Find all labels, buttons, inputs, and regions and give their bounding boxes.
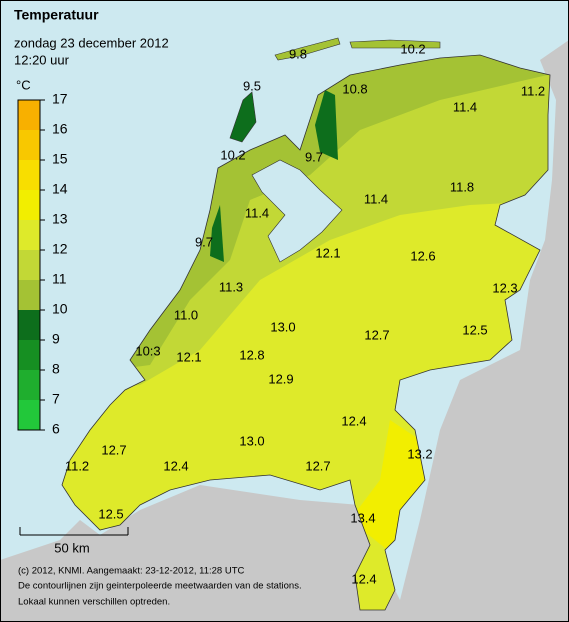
legend-swatch: [18, 250, 40, 280]
legend-tick-label: 15: [52, 151, 68, 167]
country-outline: [61, 54, 551, 611]
station-label: 12.4: [341, 413, 366, 428]
legend-tick-label: 13: [52, 211, 68, 227]
station-label: 9.7: [195, 234, 213, 249]
station-label: 12.4: [351, 571, 376, 586]
station-label: 10:3: [135, 343, 160, 358]
legend: 6 7 8 9 10 11 12 13 14 15 16 17: [17, 91, 68, 437]
legend-tick-label: 17: [52, 91, 68, 107]
footer-line: De contourlijnen zijn geinterpoleerde me…: [18, 581, 302, 592]
station-label: 12.4: [163, 458, 188, 473]
legend-border: [17, 99, 41, 431]
legend-tick-label: 10: [52, 301, 68, 317]
station-label: 11.8: [450, 179, 474, 194]
time: 12:20 uur: [14, 52, 70, 67]
island: [274, 37, 341, 61]
island: [349, 39, 441, 49]
station-label: 10.8: [342, 81, 367, 96]
station-label: 13.2: [407, 446, 432, 461]
station-label: 11.4: [245, 205, 269, 220]
station-label: 12.7: [101, 442, 126, 457]
legend-swatch: [18, 130, 40, 160]
station-label: 12.3: [492, 280, 517, 295]
legend-swatch: [18, 220, 40, 250]
station-label: 9.8: [289, 46, 307, 61]
scale-bar: 50 km: [19, 527, 129, 555]
legend-tick-label: 14: [52, 181, 68, 197]
legend-tick-label: 7: [52, 391, 60, 407]
station-label: 11.0: [174, 307, 198, 322]
legend-swatch: [18, 400, 40, 430]
station-label: 11.4: [453, 99, 477, 114]
legend-unit: °C: [16, 77, 31, 92]
station-label: 10.2: [400, 41, 425, 56]
legend-swatch: [18, 310, 40, 340]
station-label: 9.5: [243, 78, 261, 93]
station-label: 11.2: [521, 83, 545, 98]
date: zondag 23 december 2012: [14, 35, 169, 50]
station-label: 12.1: [176, 349, 201, 364]
station-label: 12.9: [268, 371, 293, 386]
station-label: 13.4: [350, 510, 375, 525]
legend-swatch: [18, 280, 40, 310]
station-label: 12.7: [305, 458, 330, 473]
station-label: 12.6: [410, 248, 435, 263]
title: Temperatuur: [14, 7, 99, 23]
legend-tick-label: 8: [52, 361, 60, 377]
station-label: 11.2: [65, 458, 89, 473]
zone: [210, 205, 224, 262]
legend-swatch: [18, 160, 40, 190]
station-label: 9.7: [305, 149, 323, 164]
station-label: 12.5: [98, 506, 123, 521]
zone: [315, 90, 338, 160]
station-label: 10.2: [220, 147, 245, 162]
legend-tick-label: 12: [52, 241, 68, 257]
scale-label: 50 km: [54, 540, 89, 555]
station-label: 13.0: [239, 433, 264, 448]
legend-tick-label: 16: [52, 121, 68, 137]
station-label: 12.8: [239, 347, 264, 362]
legend-tick-label: 11: [52, 271, 67, 287]
station-label: 13.0: [270, 319, 295, 334]
ijsselmeer: [251, 159, 343, 263]
legend-swatch: [18, 370, 40, 400]
footer-line: (c) 2012, KNMI. Aangemaakt: 23-12-2012, …: [18, 566, 244, 577]
island: [229, 91, 257, 143]
station-label: 12.7: [364, 327, 389, 342]
footer-line: Lokaal kunnen verschillen optreden.: [18, 597, 170, 608]
legend-tick-label: 6: [52, 421, 60, 437]
station-label: 12.1: [315, 245, 340, 260]
station-label: 11.4: [364, 191, 388, 206]
legend-swatch: [18, 190, 40, 220]
station-labels: 9.8 10.2 9.5 10.8 11.4 11.2 10.2 9.7 11.…: [65, 41, 545, 586]
legend-tick-label: 9: [52, 331, 60, 347]
legend-swatch: [18, 100, 40, 130]
station-label: 11.3: [219, 279, 243, 294]
station-label: 12.5: [462, 322, 487, 337]
legend-swatch: [18, 340, 40, 370]
